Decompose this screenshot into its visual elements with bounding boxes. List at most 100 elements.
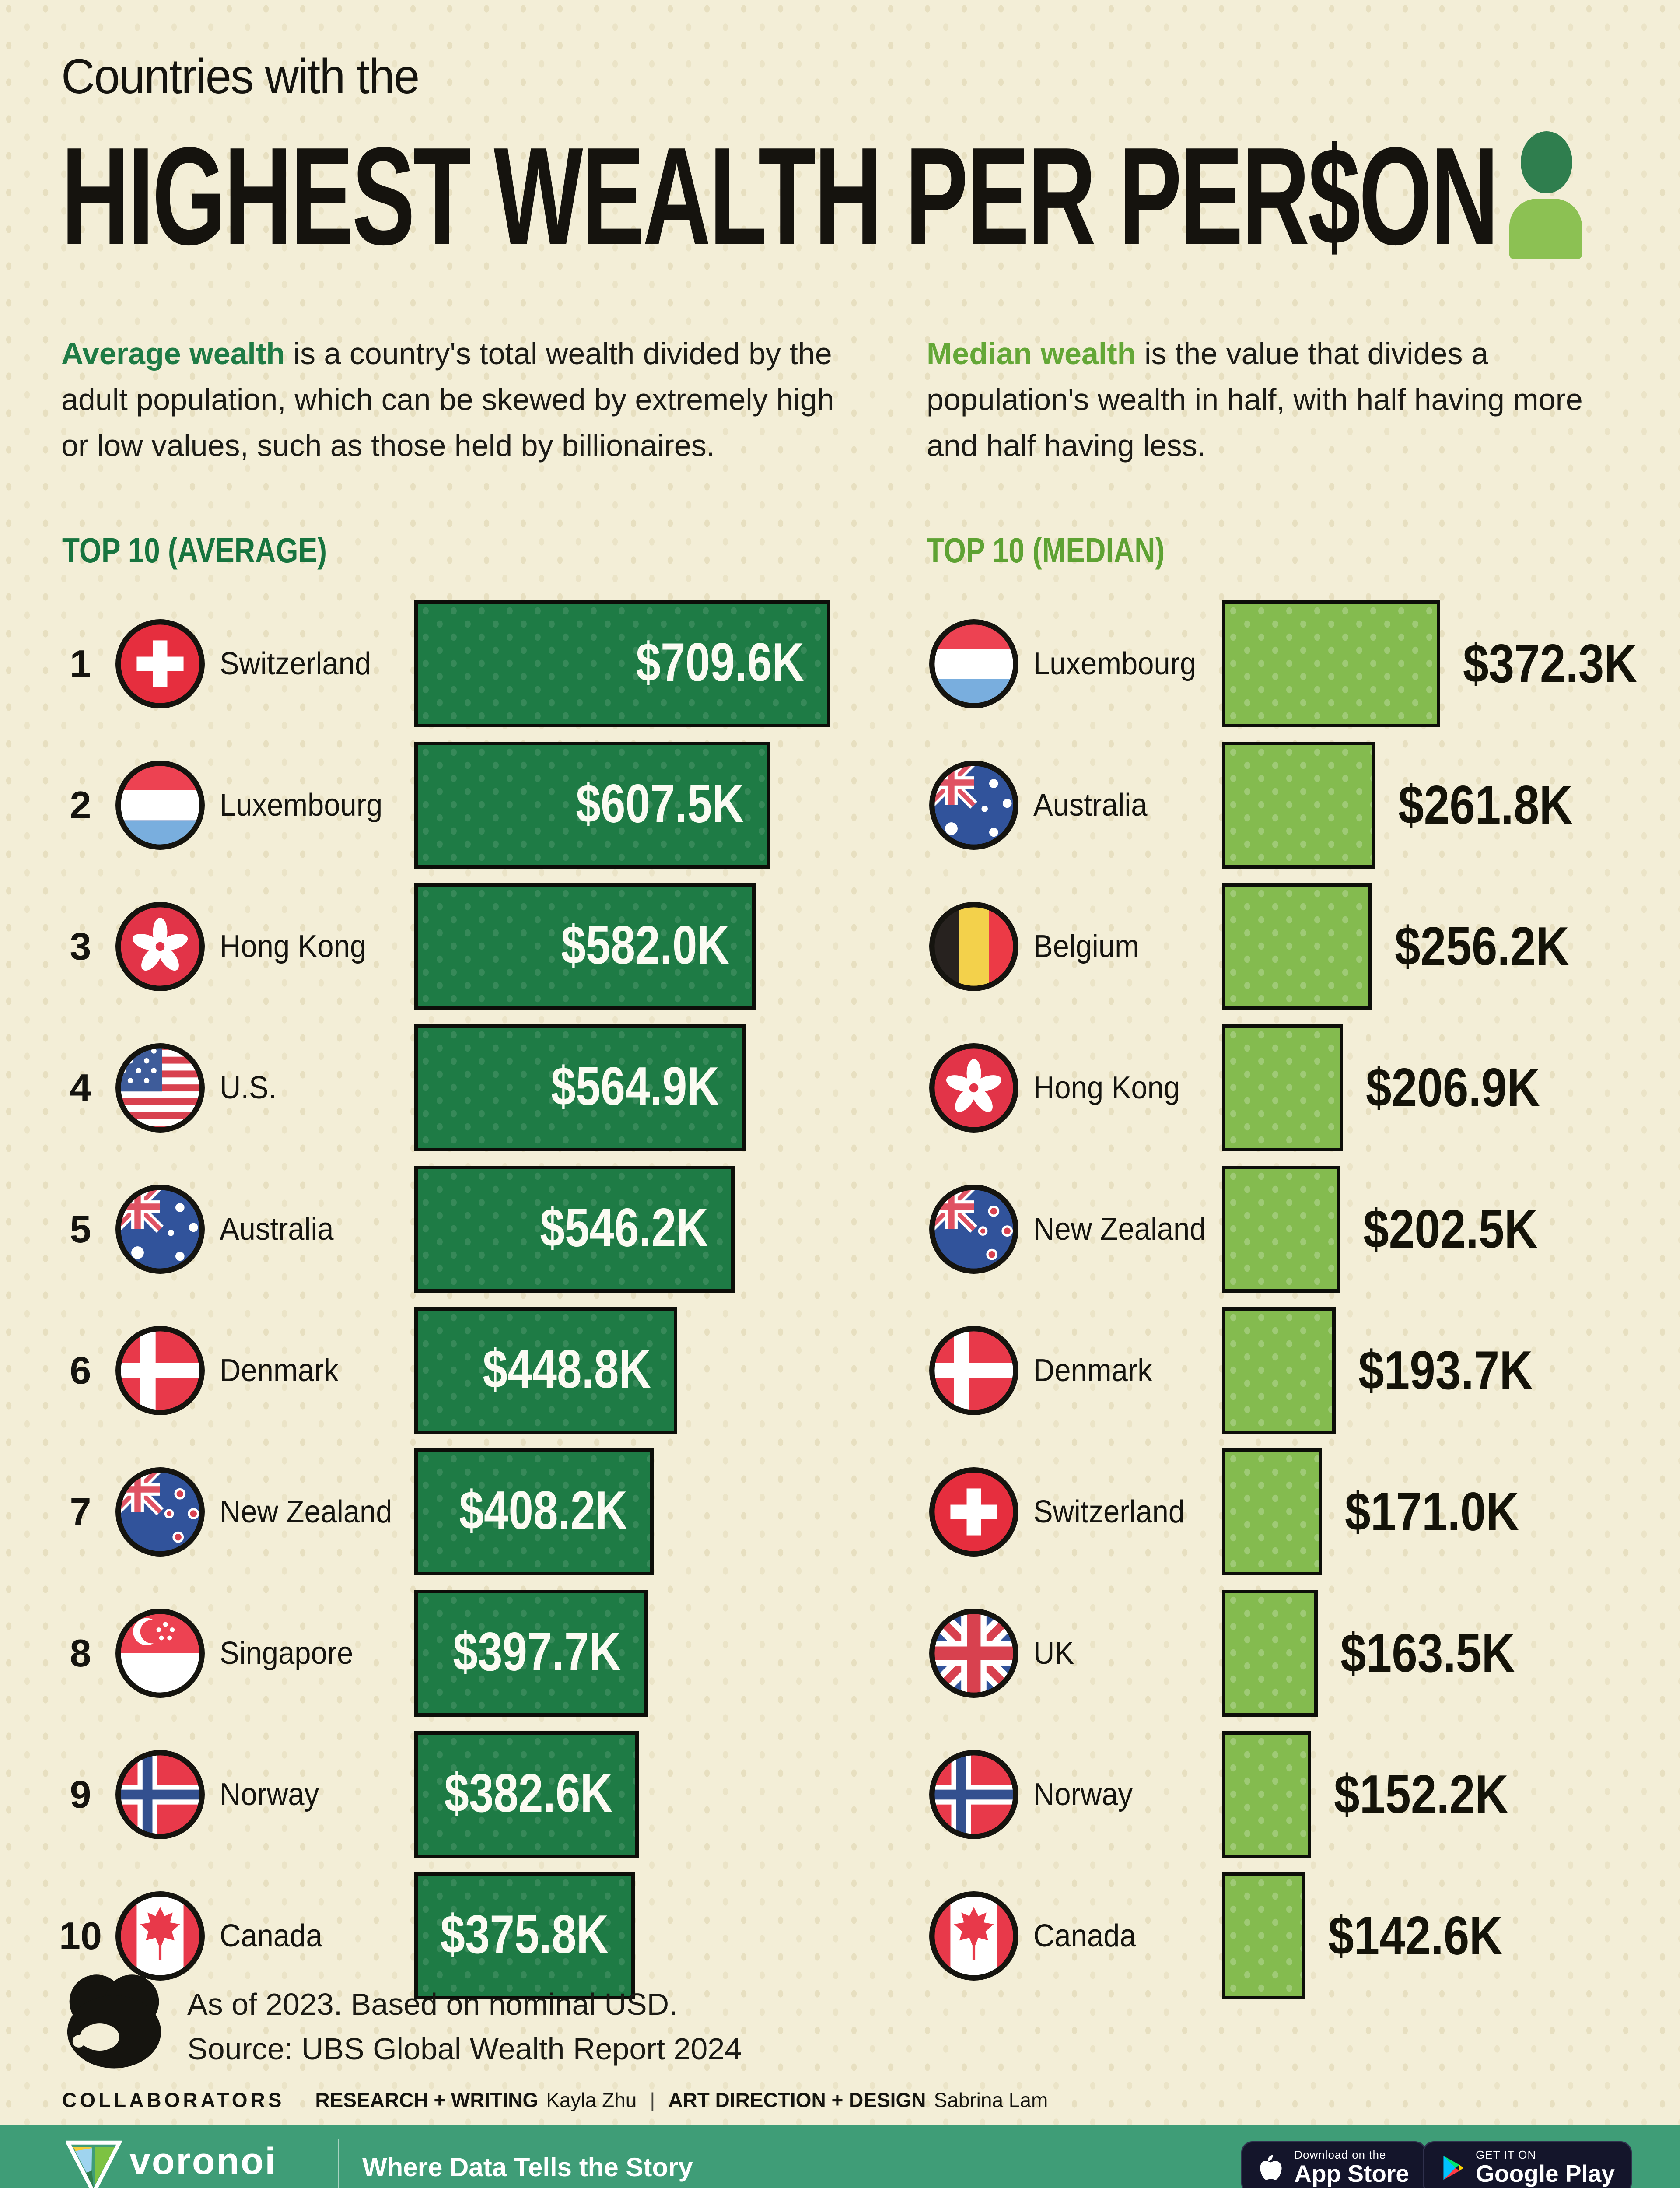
- country-label: Canada: [220, 1918, 322, 1953]
- country-label: Switzerland: [220, 646, 371, 681]
- footer-divider: [338, 2139, 339, 2188]
- row-australia: 5 Australia $546.2K: [0, 1166, 1680, 1293]
- row-belgium: Belgium $256.2K: [0, 883, 1680, 1010]
- footnote-line2: Source: UBS Global Wealth Report 2024: [187, 2032, 742, 2066]
- average-wealth-lead: Average wealth: [61, 337, 285, 371]
- flag-singapore-icon: [115, 1608, 205, 1698]
- page-kicker: Countries with the: [61, 49, 420, 104]
- google-play-line1: GET IT ON: [1476, 2148, 1536, 2162]
- country-label: Canada: [1033, 1918, 1136, 1953]
- country-label: U.S.: [220, 1070, 277, 1105]
- value-label: $375.8K: [440, 1904, 609, 1965]
- bar-newzealand: $408.2K: [414, 1448, 654, 1575]
- row-us: 4 U.S. $564.9K: [0, 1024, 1680, 1151]
- flag-australia-icon: [115, 1184, 205, 1274]
- rank-label: 7: [70, 1490, 91, 1533]
- country-label: Hong Kong: [220, 929, 367, 964]
- average-wealth-text: is a country's total wealth divided by t…: [61, 337, 834, 463]
- visual-capitalist-logo: [62, 1968, 166, 2072]
- row-norway: Norway $152.2K: [0, 1731, 1680, 1858]
- row-denmark: 6 Denmark $448.8K: [0, 1307, 1680, 1434]
- google-play-line2: Google Play: [1476, 2160, 1615, 2187]
- country-label: Denmark: [1033, 1353, 1152, 1388]
- flag-norway-icon: [929, 1750, 1019, 1840]
- design-name: Sabrina Lam: [934, 2089, 1048, 2111]
- country-label: Norway: [1033, 1777, 1133, 1812]
- apple-icon: [1258, 2154, 1284, 2182]
- value-label: $607.5K: [576, 774, 744, 835]
- bar-norway: $382.6K: [414, 1731, 639, 1858]
- flag-luxembourg-icon: [929, 619, 1019, 709]
- research-label: RESEARCH + WRITING: [315, 2089, 539, 2111]
- value-label: $256.2K: [1395, 916, 1569, 977]
- voronoi-brand: voronoi: [130, 2140, 277, 2182]
- flag-switzerland-icon: [115, 619, 205, 709]
- row-luxembourg: 2 Luxembourg $607.5K: [0, 742, 1680, 869]
- chart-average-title: TOP 10 (AVERAGE): [62, 531, 327, 570]
- collaborators-label: COLLABORATORS: [62, 2089, 285, 2111]
- row-norway: 9 Norway $382.6K: [0, 1731, 1680, 1858]
- bar-belgium: [1222, 883, 1372, 1010]
- country-label: Singapore: [220, 1636, 354, 1671]
- value-label: $171.0K: [1345, 1482, 1519, 1542]
- rank-label: 9: [70, 1773, 91, 1816]
- flag-belgium-icon: [929, 901, 1019, 992]
- row-uk: UK $163.5K: [0, 1590, 1680, 1717]
- google-play-icon: [1440, 2154, 1465, 2182]
- flag-hongkong-icon: [115, 901, 205, 992]
- median-wealth-text: is the value that divides a population's…: [927, 337, 1583, 463]
- median-wealth-definition: Median wealth is the value that divides …: [927, 331, 1587, 469]
- row-luxembourg: Luxembourg $372.3K: [0, 600, 1680, 727]
- flag-denmark-icon: [115, 1325, 205, 1416]
- row-switzerland: Switzerland $171.0K: [0, 1448, 1680, 1575]
- country-label: Luxembourg: [1033, 646, 1197, 681]
- bar-us: $564.9K: [414, 1024, 746, 1151]
- person-icon-body: [1509, 199, 1582, 259]
- flag-canada-icon: [115, 1891, 205, 1981]
- collaborators: COLLABORATORS RESEARCH + WRITING Kayla Z…: [62, 2088, 1061, 2112]
- chart-median-title: TOP 10 (MEDIAN): [927, 531, 1165, 570]
- flag-hongkong-icon: [929, 1043, 1019, 1133]
- country-label: Belgium: [1033, 929, 1139, 964]
- country-label: Australia: [220, 1212, 334, 1247]
- value-label: $582.0K: [561, 915, 729, 976]
- row-denmark: Denmark $193.7K: [0, 1307, 1680, 1434]
- rank-label: 6: [70, 1349, 91, 1392]
- google-play-badge[interactable]: GET IT ON Google Play: [1423, 2141, 1632, 2188]
- page-title: HIGHEST WEALTH PER PER$ON: [61, 119, 1499, 274]
- rank-label: 8: [70, 1631, 91, 1675]
- row-switzerland: 1 Switzerland $709.6K: [0, 600, 1680, 727]
- median-wealth-lead: Median wealth: [927, 337, 1136, 371]
- rank-label: 1: [70, 642, 91, 685]
- bar-hongkong: $582.0K: [414, 883, 756, 1010]
- country-label: Luxembourg: [220, 788, 383, 823]
- voronoi-brand-sub: BY VISUAL CAPITALIST: [131, 2185, 327, 2188]
- bar-singapore: $397.7K: [414, 1590, 648, 1717]
- row-newzealand: 7 New Zealand $408.2K: [0, 1448, 1680, 1575]
- bar-australia: $546.2K: [414, 1166, 735, 1293]
- flag-us-icon: [115, 1043, 205, 1133]
- bar-australia: [1222, 742, 1376, 869]
- flag-newzealand-icon: [929, 1184, 1019, 1274]
- app-store-line2: App Store: [1294, 2160, 1409, 2187]
- app-store-badge[interactable]: Download on the App Store: [1241, 2141, 1426, 2188]
- row-singapore: 8 Singapore $397.7K: [0, 1590, 1680, 1717]
- average-wealth-definition: Average wealth is a country's total weal…: [61, 331, 866, 469]
- country-label: Australia: [1033, 788, 1148, 823]
- flag-australia-icon: [929, 760, 1019, 850]
- value-label: $709.6K: [636, 632, 804, 693]
- voronoi-logo-icon: [64, 2138, 123, 2188]
- country-label: New Zealand: [220, 1494, 392, 1529]
- flag-denmark-icon: [929, 1325, 1019, 1416]
- flag-luxembourg-icon: [115, 760, 205, 850]
- value-label: $193.7K: [1358, 1340, 1533, 1401]
- bar-denmark: $448.8K: [414, 1307, 677, 1434]
- bar-uk: [1222, 1590, 1318, 1717]
- rank-label: 4: [70, 1066, 91, 1109]
- value-label: $382.6K: [444, 1763, 612, 1824]
- bar-canada: [1222, 1872, 1306, 1999]
- country-label: Denmark: [220, 1353, 339, 1388]
- country-label: UK: [1033, 1636, 1074, 1671]
